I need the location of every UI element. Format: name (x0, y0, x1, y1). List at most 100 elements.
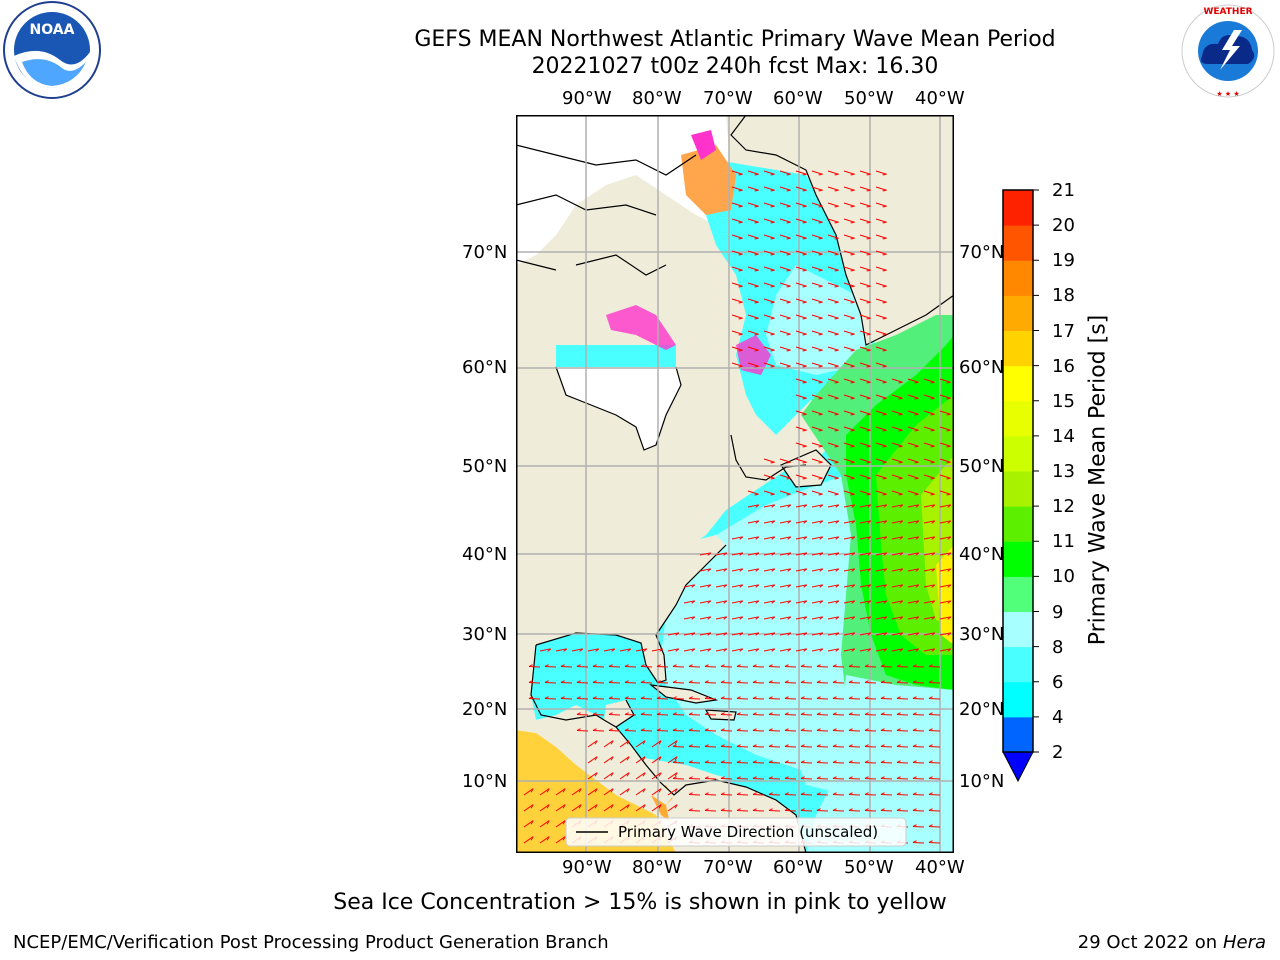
direction-arrow (843, 632, 855, 636)
direction-arrow (768, 745, 781, 748)
direction-arrow (699, 600, 711, 604)
coastline-hispaniola (704, 709, 737, 721)
us-east-coast (516, 535, 726, 645)
direction-arrow-head (546, 820, 550, 825)
direction-arrow (811, 536, 823, 540)
direction-arrow (752, 713, 765, 716)
direction-arrow (731, 170, 743, 175)
direction-arrow-head (611, 648, 616, 652)
direction-arrow (843, 266, 855, 271)
direction-arrow-head (882, 269, 887, 272)
direction-arrow-head (882, 253, 887, 256)
direction-arrow-head (707, 616, 712, 620)
direction-arrow-head (866, 397, 871, 400)
direction-arrow (907, 442, 919, 447)
direction-arrow-head (883, 504, 888, 508)
direction-arrow-head (835, 600, 840, 604)
lon-label-top: 40°W (915, 88, 965, 109)
direction-arrow (779, 552, 791, 556)
direction-arrow-head (915, 536, 920, 540)
direction-arrow-head (930, 461, 935, 464)
direction-arrow (912, 825, 925, 828)
direction-arrow (827, 378, 839, 383)
direction-arrow (880, 697, 893, 700)
direction-arrow (859, 552, 871, 556)
direction-arrow-head (752, 744, 757, 747)
direction-arrow-head (850, 301, 855, 304)
direction-arrow-head (754, 269, 759, 272)
direction-arrow-head (864, 776, 869, 779)
direction-arrow-head (544, 696, 549, 699)
direction-arrow (672, 729, 685, 732)
direction-arrow (880, 777, 893, 780)
direction-arrow (880, 761, 893, 764)
direction-arrow (747, 568, 759, 572)
direction-arrow (779, 362, 791, 367)
direction-arrow-head (770, 173, 775, 176)
direction-arrow (795, 648, 807, 652)
direction-arrow (763, 552, 775, 556)
direction-arrow-head (850, 285, 855, 288)
direction-arrow (827, 298, 839, 303)
direction-arrow (875, 202, 887, 207)
direction-arrow (832, 681, 845, 684)
direction-arrow-head (864, 680, 869, 683)
direction-arrow-head (720, 728, 725, 731)
direction-arrow-head (946, 477, 951, 480)
direction-arrow-head (656, 696, 661, 699)
direction-arrow (731, 266, 743, 271)
direction-arrow-head (946, 397, 951, 400)
direction-arrow (891, 394, 903, 399)
direction-arrow-head (866, 461, 871, 464)
direction-arrow (779, 346, 791, 351)
direction-arrow (779, 330, 791, 335)
direction-arrow (848, 793, 861, 796)
direction-arrow (891, 584, 903, 588)
direction-arrow-head (787, 632, 792, 636)
direction-arrow (864, 809, 877, 812)
direction-arrow-head (784, 760, 789, 763)
direction-arrow (720, 697, 733, 700)
direction-arrow (704, 697, 717, 700)
direction-arrow (907, 490, 919, 495)
direction-arrow (715, 600, 727, 604)
direction-arrow-head (707, 632, 712, 636)
direction-arrow (720, 713, 733, 716)
direction-arrow-head (547, 648, 552, 652)
direction-arrow (848, 665, 861, 668)
direction-arrow-head (803, 648, 808, 652)
direction-arrow (715, 584, 727, 588)
direction-arrow (939, 552, 951, 556)
direction-arrow-head (786, 365, 791, 368)
direction-arrow (907, 536, 919, 540)
direction-arrow-head (736, 696, 741, 699)
direction-arrow-head (658, 772, 662, 777)
direction-arrow (763, 202, 775, 207)
colorbar-label: Primary Wave Mean Period [s] (1085, 314, 1111, 646)
direction-arrow (576, 729, 589, 732)
direction-arrow-head (608, 712, 613, 715)
direction-arrow (811, 410, 823, 415)
direction-arrow-head (624, 728, 629, 731)
direction-arrow (896, 761, 909, 764)
direction-arrow (816, 777, 829, 780)
direction-arrow-head (784, 696, 789, 699)
direction-arrow (768, 697, 781, 700)
direction-arrow-head (866, 413, 871, 416)
direction-arrow (859, 426, 871, 431)
direction-arrow (859, 378, 871, 383)
direction-arrow-head (658, 804, 662, 809)
colorbar-segment (1003, 365, 1033, 402)
direction-arrow-head (691, 616, 696, 620)
direction-arrow-head (915, 600, 920, 604)
direction-arrow-head (784, 808, 789, 811)
direction-arrow (763, 250, 775, 255)
direction-arrow (923, 442, 935, 447)
direction-arrow (619, 804, 630, 812)
direction-arrow (827, 616, 839, 620)
direction-arrow (939, 410, 951, 415)
direction-arrow (784, 745, 797, 748)
direction-arrow (720, 777, 733, 780)
direction-arrow (715, 632, 727, 636)
direction-arrow-head (546, 804, 550, 809)
